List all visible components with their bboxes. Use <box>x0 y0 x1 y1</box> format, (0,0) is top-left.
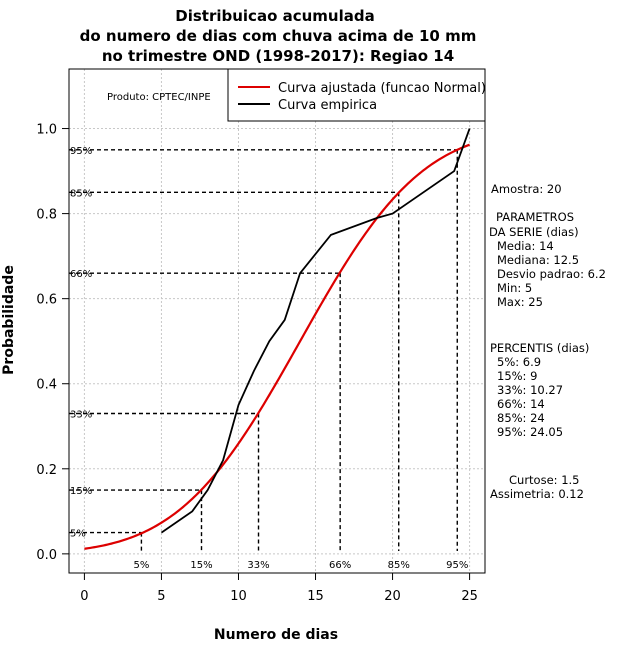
param-item: Media: 14 <box>497 239 554 253</box>
product-label: Produto: CPTEC/INPE <box>107 92 211 103</box>
percentile-bottom-label: 5% <box>133 560 149 571</box>
percentile-guides: 5% 5% 15% 15% 33% 33% 66% 66% 85% 85% 95% 95% <box>69 146 468 571</box>
title-line-2: do numero de dias com chuva acima de 10 … <box>80 27 477 45</box>
percentile-bottom-label: 15% <box>190 560 212 571</box>
legend: Curva ajustada (funcao Normal) Curva emp… <box>227 68 486 122</box>
plot-frame <box>68 68 486 574</box>
param-item: Min: 5 <box>497 281 532 295</box>
x-axis-label: Numero de dias <box>214 627 338 643</box>
y-tick-label: 0.0 <box>36 548 57 563</box>
percentile-left-label: 5% <box>70 529 86 540</box>
y-tick-label: 1.0 <box>36 123 57 138</box>
percentile-left-label: 85% <box>70 188 92 199</box>
skewness: Assimetria: 0.12 <box>490 487 584 501</box>
y-axis-label: Probabilidade <box>1 265 17 375</box>
param-item: Mediana: 12.5 <box>497 253 579 267</box>
percentiles-title: PERCENTIS (dias) <box>490 341 589 355</box>
kurtosis: Curtose: 1.5 <box>509 473 579 487</box>
percentile-left-label: 33% <box>70 410 92 421</box>
y-tick-label: 0.8 <box>36 208 57 223</box>
percentile-item: 33%: 10.27 <box>497 383 563 397</box>
legend-label-fitted: Curva ajustada (funcao Normal) <box>278 81 486 96</box>
y-tick-label: 0.4 <box>36 378 57 393</box>
title-line-3: no trimestre OND (1998-2017): Regiao 14 <box>102 47 454 65</box>
x-axis: 0 5 10 15 20 25 <box>80 573 478 604</box>
title-line-1: Distribuicao acumulada <box>175 7 374 25</box>
x-tick-label: 15 <box>307 589 324 604</box>
data-series <box>84 128 471 550</box>
x-tick-label: 0 <box>80 589 88 604</box>
percentile-item: 66%: 14 <box>497 397 545 411</box>
statistics-panel: Amostra: 20 PARAMETROS DA SERIE (dias) M… <box>489 182 606 501</box>
params-title-2: DA SERIE (dias) <box>489 225 579 239</box>
x-tick-label: 20 <box>384 589 401 604</box>
params-title-1: PARAMETROS <box>496 210 574 224</box>
percentile-bottom-label: 85% <box>388 560 410 571</box>
percentile-item: 15%: 9 <box>497 369 537 383</box>
x-tick-label: 25 <box>461 589 478 604</box>
chart-title: Distribuicao acumulada do numero de dias… <box>80 7 477 65</box>
empirical-curve <box>160 128 471 534</box>
y-axis: 0.0 0.2 0.4 0.6 0.8 1.0 <box>36 123 69 563</box>
percentile-bottom-label: 33% <box>247 560 269 571</box>
param-item: Desvio padrao: 6.2 <box>497 267 606 281</box>
y-tick-label: 0.6 <box>36 293 57 308</box>
x-tick-label: 5 <box>157 589 165 604</box>
percentile-left-label: 15% <box>70 486 92 497</box>
grid-lines <box>69 69 485 573</box>
y-tick-label: 0.2 <box>36 463 57 478</box>
legend-box <box>227 68 486 122</box>
param-item: Max: 25 <box>497 295 543 309</box>
percentile-item: 85%: 24 <box>497 411 545 425</box>
percentile-left-label: 95% <box>70 146 92 157</box>
legend-label-empirical: Curva empirica <box>278 98 377 113</box>
percentile-item: 95%: 24.05 <box>497 425 563 439</box>
fitted-normal-curve <box>84 143 470 550</box>
percentile-left-label: 66% <box>70 269 92 280</box>
percentile-bottom-label: 95% <box>446 560 468 571</box>
sample-size: Amostra: 20 <box>491 182 562 196</box>
percentile-bottom-label: 66% <box>329 560 351 571</box>
x-tick-label: 10 <box>230 589 247 604</box>
percentile-item: 5%: 6.9 <box>497 355 541 369</box>
